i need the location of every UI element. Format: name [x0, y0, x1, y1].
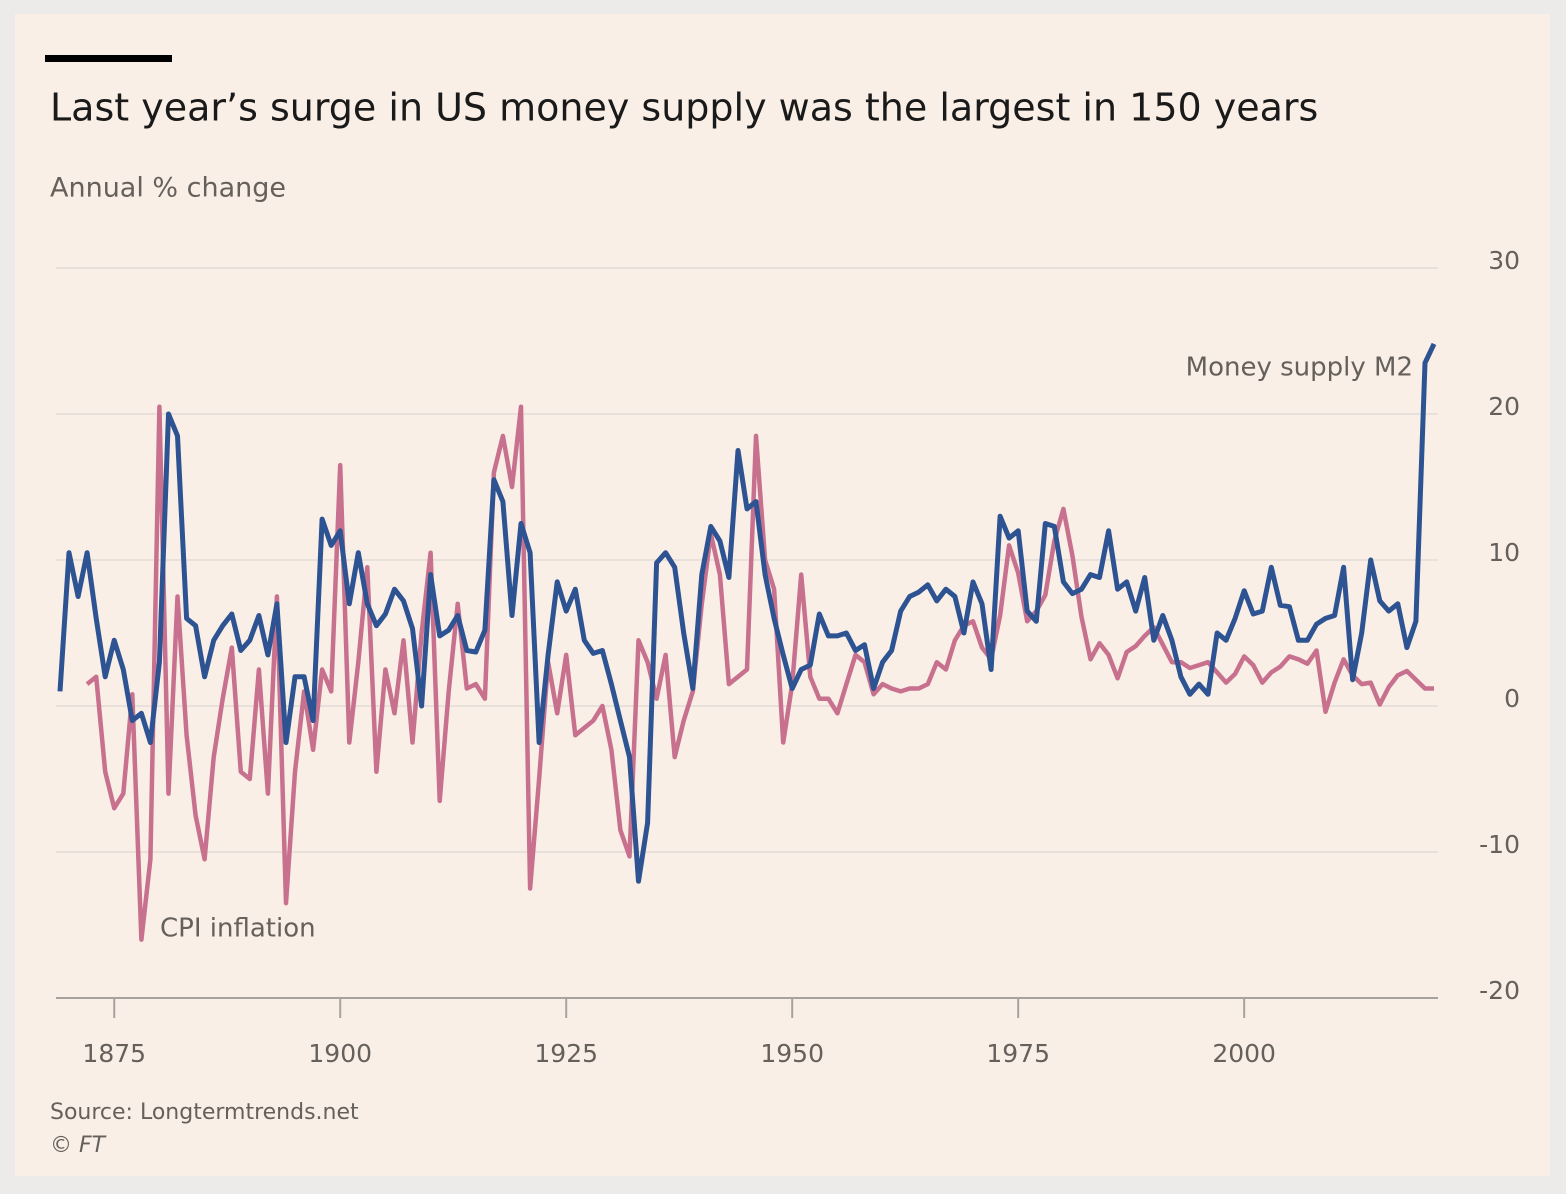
chart-subtitle: Annual % change — [50, 173, 286, 204]
x-tick-label: 1975 — [986, 1039, 1050, 1068]
title-bar — [45, 55, 172, 62]
y-tick-label: 20 — [1488, 392, 1520, 421]
series-line — [85, 404, 1434, 942]
annotation: Money supply M2 — [1186, 353, 1413, 383]
x-tick-label: 1925 — [534, 1039, 598, 1068]
y-tick-label: 0 — [1504, 684, 1520, 713]
x-tick-label: 1875 — [82, 1039, 146, 1068]
x-tick-label: 2000 — [1212, 1039, 1276, 1068]
source: Source: Longtermtrends.net — [50, 1100, 359, 1125]
x-tick-label: 1950 — [760, 1039, 824, 1068]
y-tick-label: 30 — [1488, 246, 1520, 275]
copyright: © FT — [50, 1133, 107, 1158]
y-tick-label: -10 — [1479, 830, 1520, 859]
card — [15, 14, 1550, 1176]
x-tick-label: 1900 — [308, 1039, 372, 1068]
series-line — [57, 342, 1437, 884]
y-tick-label: -20 — [1479, 976, 1520, 1005]
chart-title: Last year’s surge in US money supply was… — [50, 86, 1318, 130]
y-tick-label: 10 — [1488, 538, 1520, 567]
annotation: CPI inflation — [160, 914, 316, 944]
